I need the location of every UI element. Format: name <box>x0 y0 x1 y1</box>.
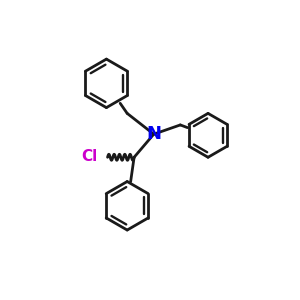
Text: N: N <box>146 125 161 143</box>
Text: Cl: Cl <box>81 149 97 164</box>
